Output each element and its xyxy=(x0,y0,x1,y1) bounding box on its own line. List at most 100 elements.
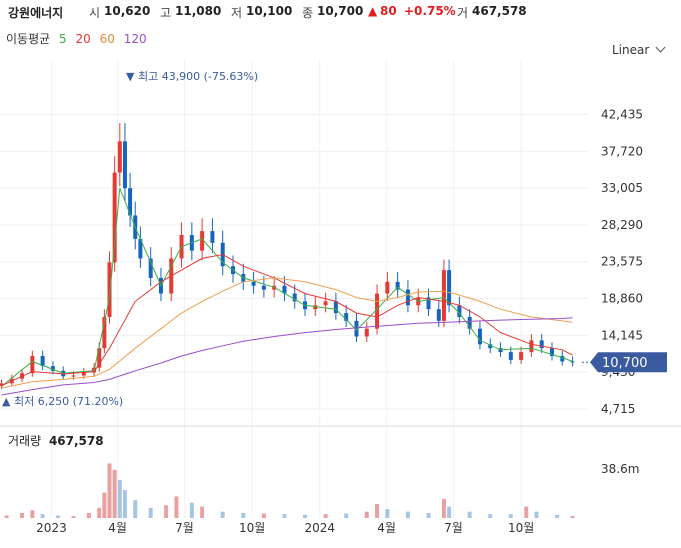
candle xyxy=(50,366,55,371)
change-percent: +0.75% xyxy=(404,4,456,18)
candle xyxy=(323,301,328,306)
stock-name: 강원에너지 xyxy=(8,6,64,20)
candle xyxy=(488,344,493,349)
x-tick-label: 7월 xyxy=(444,521,463,535)
ma-line-120 xyxy=(1,317,573,396)
low-value: 10,100 xyxy=(246,4,293,18)
low-label: 저 xyxy=(231,6,243,20)
open-label: 시 xyxy=(89,6,101,20)
volume-bar xyxy=(102,492,107,518)
x-tick-label: 2024 xyxy=(304,521,335,535)
ma-5: 5 xyxy=(59,32,67,46)
volume-bar xyxy=(555,514,560,518)
moving-average-legend[interactable]: 이동평균 5 20 60 120 xyxy=(6,30,152,47)
change-up-icon: ▲ xyxy=(368,4,378,18)
y-tick-label: 18,860 xyxy=(601,292,643,306)
volume-bar xyxy=(71,516,76,518)
volume-bar xyxy=(467,511,472,518)
volume-panel-label: 거래량 xyxy=(8,434,42,448)
x-tick-label: 10월 xyxy=(508,521,534,535)
candle xyxy=(426,297,431,310)
volume-bar xyxy=(30,510,35,518)
ma-line-60 xyxy=(1,277,573,389)
high-label: 고 xyxy=(160,6,172,20)
candle xyxy=(81,372,86,376)
ma-60: 60 xyxy=(99,32,115,46)
candle xyxy=(107,262,112,317)
volume-bar xyxy=(241,512,246,518)
candle xyxy=(30,355,35,374)
x-tick-label: 7월 xyxy=(175,521,194,535)
volume-axis-label: 38.6m xyxy=(601,462,639,476)
volume-bar xyxy=(261,513,266,518)
candle xyxy=(570,361,575,363)
volume-bar xyxy=(323,514,328,518)
close-label: 종 xyxy=(302,6,314,20)
volume-bar xyxy=(220,511,225,518)
x-tick-label: 10월 xyxy=(239,521,265,535)
candle xyxy=(138,238,143,259)
volume-label: 거 xyxy=(457,6,469,20)
candle xyxy=(405,289,410,306)
volume-bar xyxy=(200,506,205,518)
high-value: 11,080 xyxy=(175,4,222,18)
candle xyxy=(508,352,513,360)
volume-bar xyxy=(112,469,117,518)
volume-bar xyxy=(488,514,493,518)
candle xyxy=(529,340,534,353)
volume-bar xyxy=(20,512,25,518)
x-tick-label: 4월 xyxy=(108,521,127,535)
ma-line-5 xyxy=(1,188,573,387)
volume-bar xyxy=(189,502,194,518)
candle xyxy=(333,301,338,314)
volume-bar xyxy=(385,509,390,518)
high-annotation: ▼ 최고 43,900 (-75.63%) xyxy=(126,70,258,83)
y-tick-label: 23,575 xyxy=(601,255,643,269)
candle xyxy=(282,285,287,294)
close-value: 10,700 xyxy=(317,4,364,18)
ma-20: 20 xyxy=(75,32,91,46)
volume-bar xyxy=(148,507,153,518)
volume-bar xyxy=(524,506,529,518)
low-annotation: ▲ 최저 6,250 (71.20%) xyxy=(2,395,123,408)
quote-header: 강원에너지 시 10,620 고 11,080 저 10,100 종 10,70… xyxy=(0,0,681,22)
candle xyxy=(539,340,544,349)
scale-dropdown[interactable]: Linear xyxy=(612,42,666,57)
price-badge xyxy=(590,352,667,373)
candle xyxy=(122,141,127,189)
y-tick-label: 28,290 xyxy=(601,218,643,232)
candle xyxy=(200,231,205,251)
volume-bar xyxy=(508,514,513,518)
volume-bar xyxy=(40,514,45,518)
candle xyxy=(148,258,153,278)
volume-bar xyxy=(447,506,452,518)
candle xyxy=(261,285,266,290)
open-value: 10,620 xyxy=(104,4,151,18)
x-tick-label: 2023 xyxy=(36,521,67,535)
candle xyxy=(441,270,446,321)
candle xyxy=(519,352,524,360)
candle xyxy=(457,305,462,317)
candle xyxy=(71,375,76,377)
candle xyxy=(549,348,554,356)
y-tick-label: 37,720 xyxy=(601,144,643,158)
volume-bar xyxy=(534,511,539,518)
candle xyxy=(112,172,117,263)
ma-label: 이동평균 xyxy=(6,32,51,46)
volume-bar xyxy=(441,498,446,518)
candle xyxy=(354,320,359,337)
candle xyxy=(251,281,256,286)
candle xyxy=(97,348,102,368)
volume-bar xyxy=(375,504,380,518)
candle xyxy=(210,231,215,243)
change-value: 80 xyxy=(380,4,397,18)
candle xyxy=(436,309,441,321)
scale-mode: Linear xyxy=(612,43,650,57)
candle xyxy=(447,270,452,306)
volume-bar xyxy=(56,515,61,518)
volume-bar xyxy=(282,514,287,518)
volume-bar xyxy=(426,512,431,518)
candle xyxy=(0,383,4,386)
ma-line-20 xyxy=(1,253,573,387)
